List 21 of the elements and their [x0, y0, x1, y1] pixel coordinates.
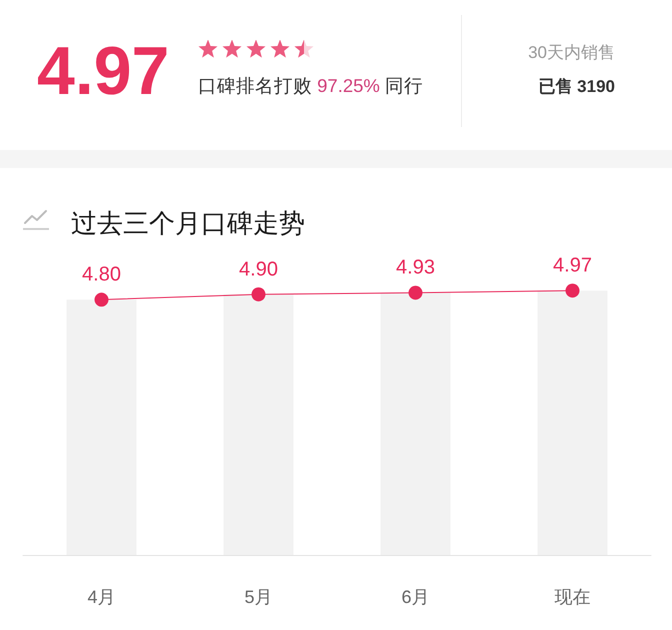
x-tick-label: 6月 [401, 587, 430, 607]
bar [380, 292, 450, 555]
data-label: 4.90 [239, 258, 278, 280]
text: 4.97 [37, 33, 170, 109]
text: 30天内销售 [528, 42, 615, 63]
point [566, 284, 580, 298]
point [94, 292, 108, 307]
bar [224, 294, 294, 555]
data-label: 4.97 [553, 254, 592, 277]
chart-title: 过去三个月口碑走势 [71, 208, 305, 238]
point [252, 287, 266, 302]
text: 口碑排名打败 97.25% 同行 [198, 75, 424, 96]
x-tick-label: 现在 [554, 587, 590, 607]
x-tick-label: 5月 [244, 587, 273, 607]
bar [66, 300, 136, 555]
point [408, 286, 422, 300]
x-tick-label: 4月 [87, 587, 116, 607]
bar [538, 290, 608, 555]
data-label: 4.80 [82, 264, 121, 286]
data-label: 4.93 [396, 256, 435, 279]
text: 已售 3190 [538, 76, 615, 97]
